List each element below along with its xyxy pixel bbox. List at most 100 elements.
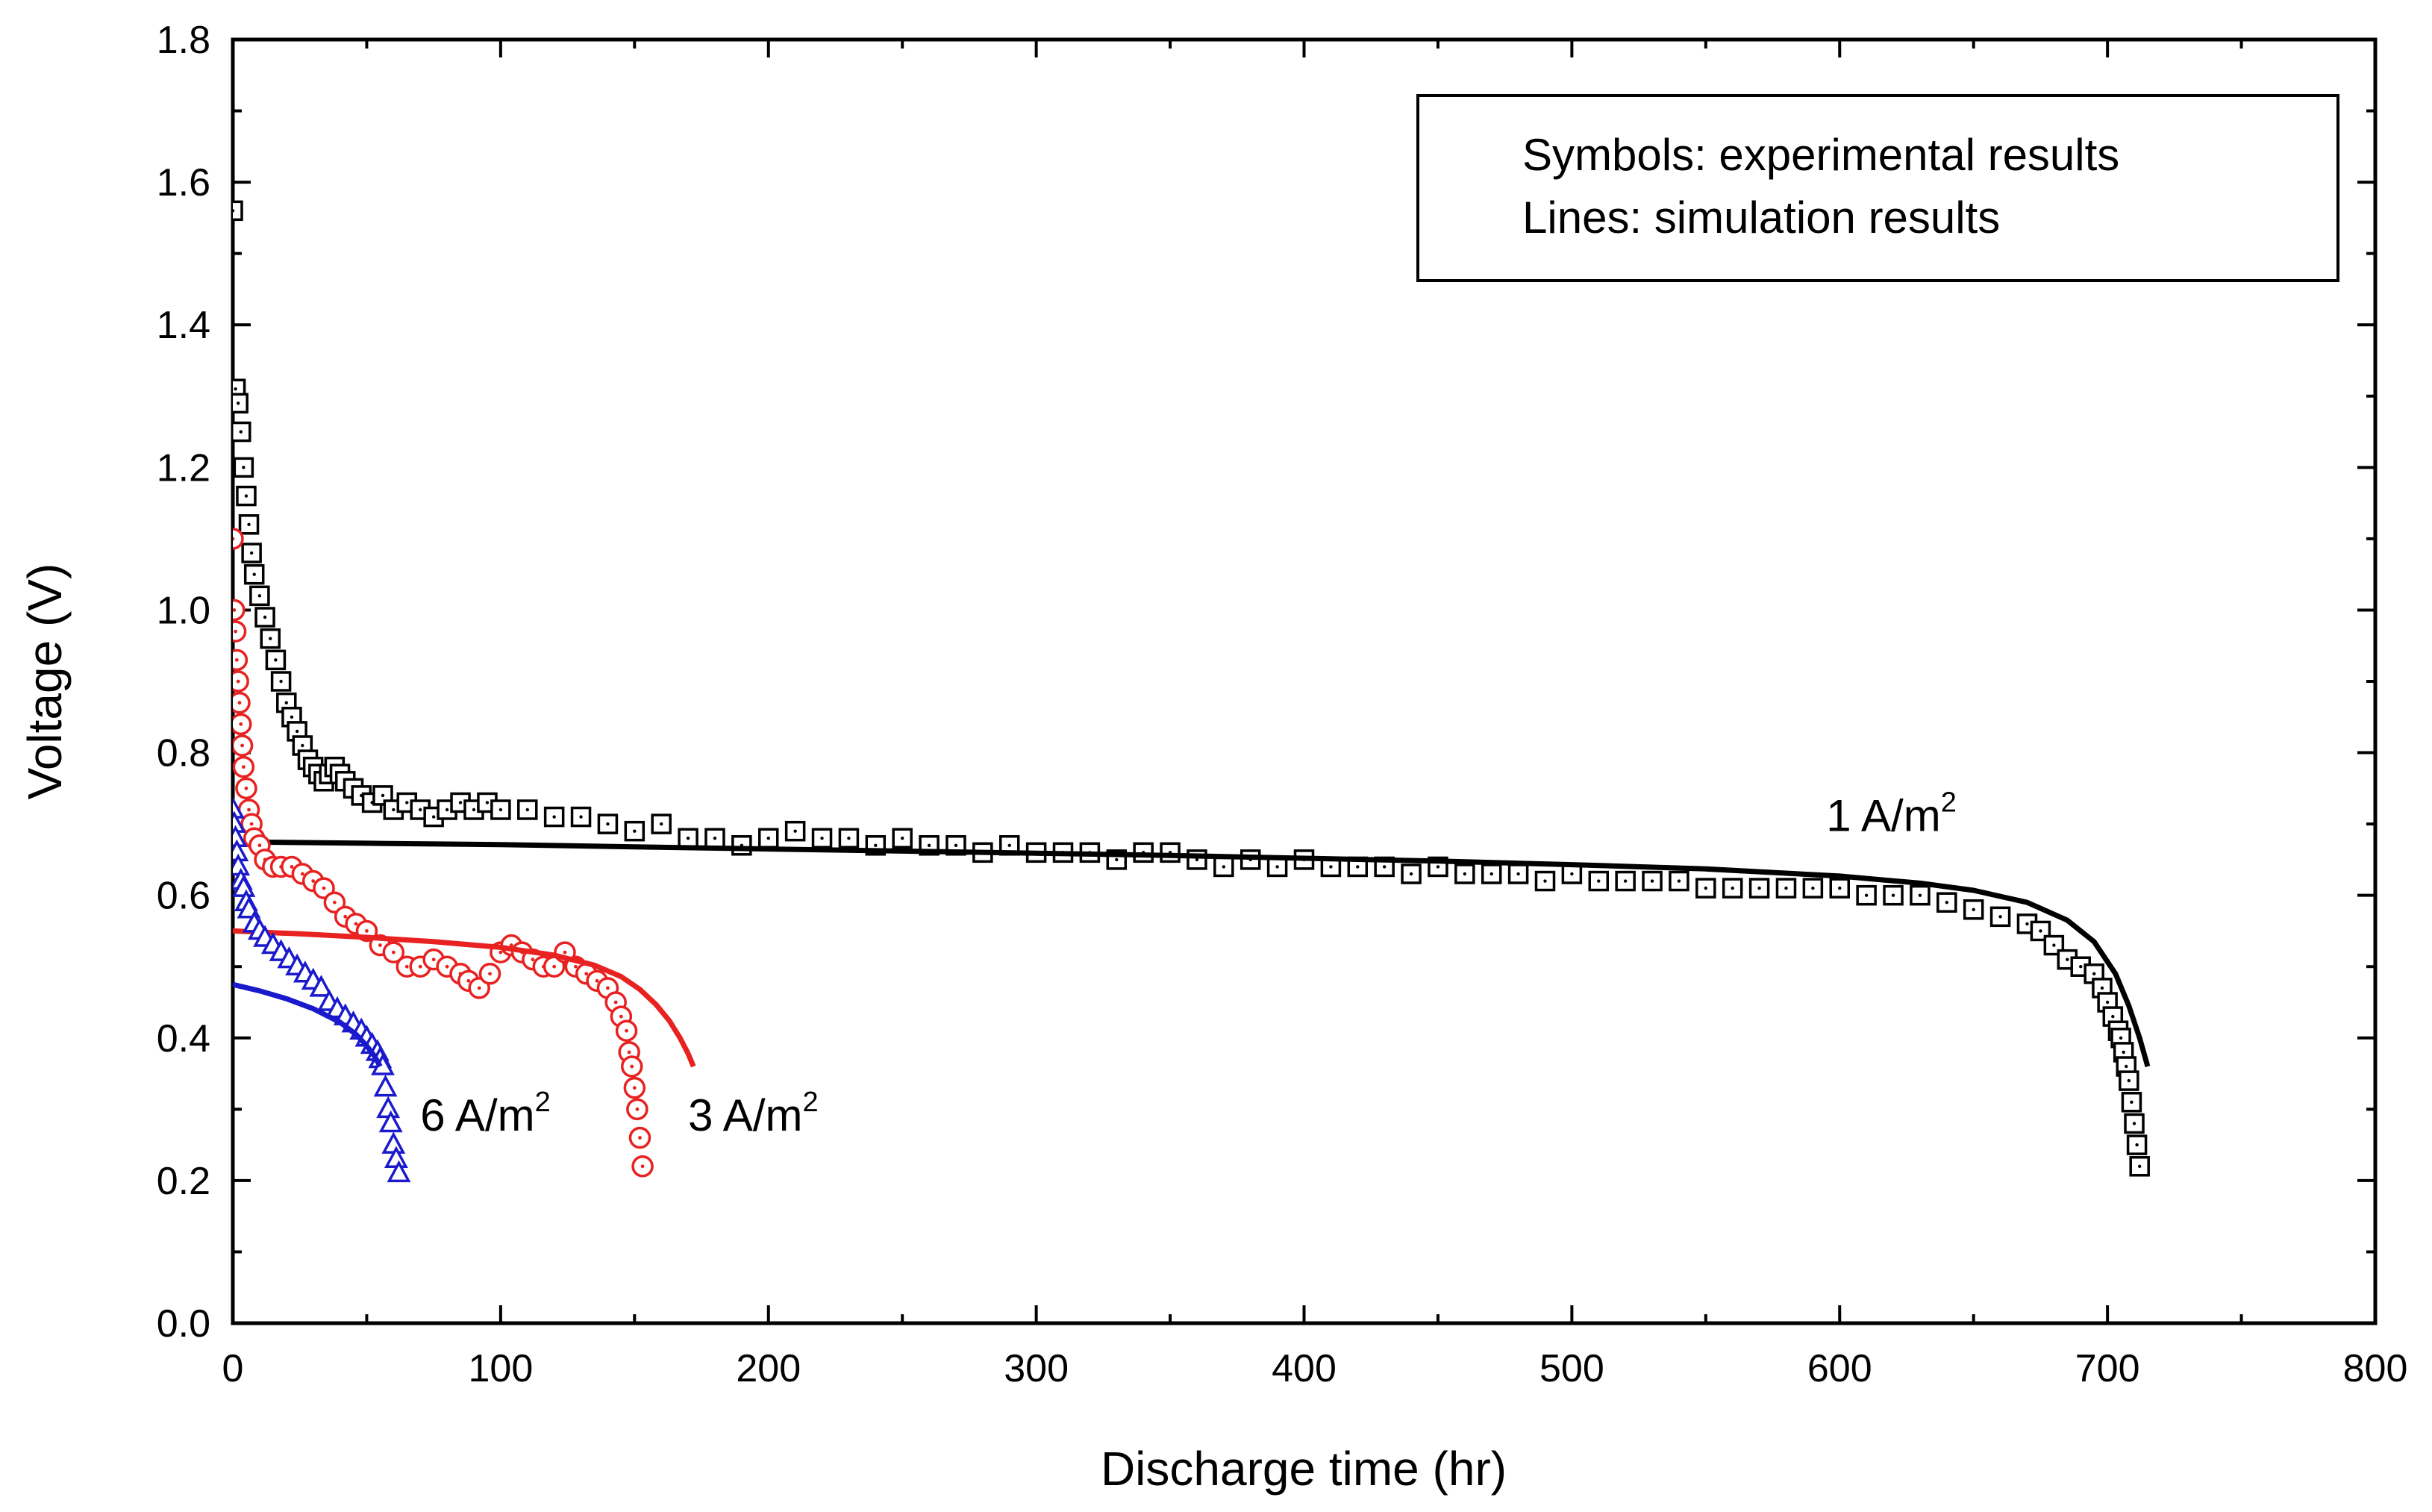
data-point-dot [552, 815, 556, 819]
data-point-dot [2100, 986, 2104, 990]
data-point-dot [660, 822, 663, 826]
data-point-dot [1570, 872, 1574, 876]
data-point-dot [1811, 886, 1815, 890]
series-label: 6 A/m2 [420, 1087, 551, 1140]
data-point-dot [1704, 886, 1708, 890]
data-point-dot [332, 900, 337, 905]
data-point-dot [1115, 857, 1119, 862]
x-tick-label: 400 [1272, 1347, 1337, 1390]
data-point-dot [234, 657, 239, 662]
data-point-dot [606, 986, 610, 990]
tick-labels: 0 100 200 300 400 500 600 700 800 0.0 0.2 0.4 0.6 0.8… [157, 19, 2408, 1390]
data-point-dot [1409, 872, 1413, 876]
data-point-triangle [376, 1096, 401, 1119]
data-point-square [1748, 878, 1770, 899]
data-point-dot [2122, 1050, 2125, 1055]
data-point-square [1669, 870, 1689, 892]
data-point-dot [686, 837, 690, 840]
x-tick-label: 600 [1807, 1347, 1872, 1390]
data-point-dot [927, 843, 931, 847]
data-point-dot [391, 950, 396, 955]
data-point-dot [418, 964, 422, 969]
data-point-square [1989, 906, 2011, 928]
data-point-dot [249, 551, 254, 555]
data-point-dot [378, 943, 382, 947]
data-point-dot [466, 978, 471, 983]
data-point-circle [233, 620, 247, 643]
data-point-triangle [309, 975, 334, 997]
data-point-dot [485, 801, 490, 805]
data-point-dot [234, 629, 237, 634]
series-label: 1 A/m2 [1826, 787, 1957, 841]
series-1-a-m2-simulation [233, 839, 2151, 1067]
data-point-dot [563, 950, 567, 955]
data-point-dot [237, 701, 242, 705]
data-point-dot [498, 950, 503, 955]
data-point-dot [2130, 1100, 2134, 1104]
data-point-triangle [378, 1110, 403, 1133]
data-point-dot [1222, 865, 1226, 869]
data-point-dot [1945, 901, 1948, 905]
y-tick-label: 1.2 [157, 446, 210, 490]
data-point-dot [290, 865, 294, 869]
data-point-dot [419, 807, 422, 812]
x-axis-label: Discharge time (hr) [1101, 1442, 1507, 1496]
data-point-dot [2127, 1078, 2131, 1083]
data-point-dot [1436, 865, 1440, 869]
data-point-dot [766, 837, 770, 840]
simulation-line [233, 839, 2151, 1067]
data-point-square [241, 543, 262, 563]
data-point-dot [2092, 972, 2096, 975]
data-point-square [1401, 863, 1422, 884]
x-tick-label: 500 [1539, 1347, 1604, 1390]
data-point-dot [263, 615, 267, 619]
data-point-dot [619, 1014, 623, 1019]
data-point-dot [584, 972, 589, 976]
data-point-dot [405, 801, 409, 805]
data-point-dot [1463, 872, 1467, 876]
data-point-square [811, 828, 833, 849]
data-point-square [260, 628, 281, 649]
data-point-dot [311, 879, 316, 883]
data-point-dot [244, 494, 248, 498]
data-point-dot [488, 972, 492, 976]
data-point-square [233, 200, 243, 222]
data-point-dot [343, 914, 348, 919]
data-point-dot [284, 701, 288, 705]
data-point-dot [279, 679, 283, 684]
y-tick-label: 0.0 [157, 1302, 210, 1346]
data-point-dot [820, 837, 824, 840]
data-point-triangle [381, 1131, 406, 1154]
data-point-square [1160, 842, 1181, 863]
x-tick-label: 800 [2343, 1347, 2408, 1390]
data-point-dot [392, 807, 396, 812]
data-point-dot [531, 958, 535, 962]
data-point-dot [606, 822, 610, 826]
data-point-triangle [387, 1160, 411, 1183]
data-point-dot [236, 679, 240, 684]
data-point-dot [2066, 958, 2069, 961]
data-point-dot [300, 872, 304, 876]
data-point-dot [1543, 879, 1547, 883]
legend-line-lines: Lines: simulation results [1522, 193, 2000, 243]
data-point-dot [2025, 922, 2029, 926]
data-point-square [624, 820, 645, 842]
x-tick-label: 100 [468, 1347, 533, 1390]
data-point-dot [2119, 1036, 2123, 1040]
data-point-dot [249, 822, 254, 826]
data-point-dot [2105, 1000, 2110, 1005]
data-point-dot [1998, 915, 2002, 919]
data-point-dot [2111, 1014, 2115, 1019]
data-point-dot [354, 922, 358, 926]
data-point-dot [241, 765, 246, 769]
data-point-dot [2039, 929, 2042, 933]
data-point-dot [498, 807, 503, 812]
data-point-dot [525, 807, 529, 812]
data-point-dot [240, 743, 244, 748]
data-point-circle [233, 670, 249, 693]
data-point-dot [954, 843, 958, 847]
data-point-dot [1677, 879, 1681, 883]
data-point-dot [233, 608, 237, 612]
data-point-dot [1489, 872, 1493, 876]
